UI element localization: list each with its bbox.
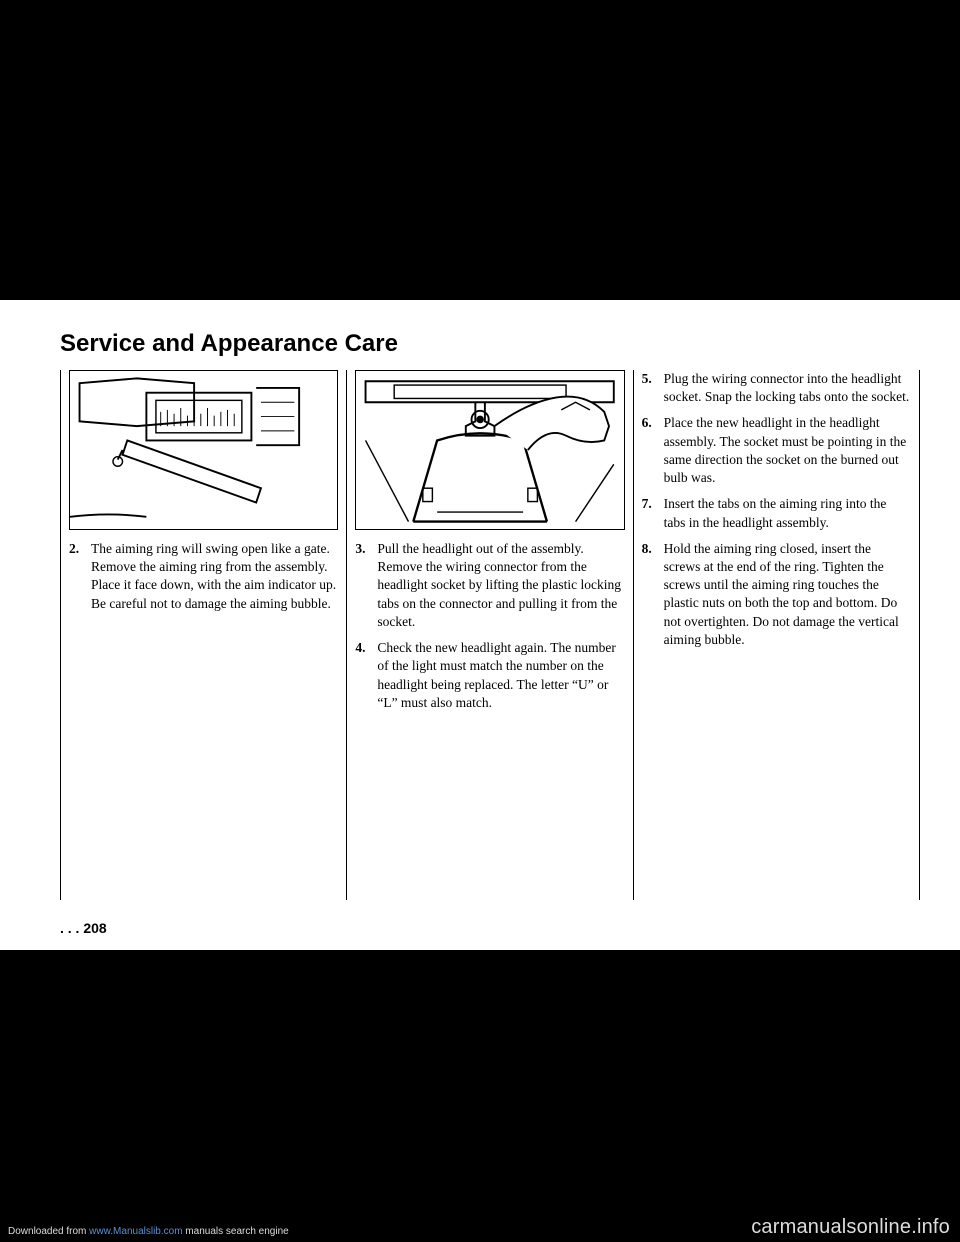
step-text: Check the new headlight again. The numbe… (377, 639, 624, 712)
step-6: 6. Place the new headlight in the headli… (642, 414, 911, 487)
step-7: 7. Insert the tabs on the aiming ring in… (642, 495, 911, 531)
step-5: 5. Plug the wiring connector into the he… (642, 370, 911, 406)
step-text: Plug the wiring connector into the headl… (664, 370, 911, 406)
step-number: 2. (69, 540, 91, 613)
step-text: The aiming ring will swing open like a g… (91, 540, 338, 613)
page-title: Service and Appearance Care (60, 330, 920, 358)
step-number: 6. (642, 414, 664, 487)
manual-page: Service and Appearance Care (0, 300, 960, 950)
step-3: 3. Pull the headlight out of the assembl… (355, 540, 624, 631)
step-number: 3. (355, 540, 377, 631)
step-number: 5. (642, 370, 664, 406)
bottom-bar: Downloaded from www.Manualslib.com manua… (0, 1214, 960, 1242)
download-suffix: manuals search engine (183, 1226, 289, 1237)
step-number: 7. (642, 495, 664, 531)
step-number: 4. (355, 639, 377, 712)
column-3: 5. Plug the wiring connector into the he… (633, 370, 920, 900)
download-prefix: Downloaded from (8, 1226, 89, 1237)
step-8: 8. Hold the aiming ring closed, insert t… (642, 540, 911, 649)
download-source: Downloaded from www.Manualslib.com manua… (8, 1226, 289, 1237)
column-2: 3. Pull the headlight out of the assembl… (346, 370, 632, 900)
step-number: 8. (642, 540, 664, 649)
step-4: 4. Check the new headlight again. The nu… (355, 639, 624, 712)
illustration-headlight-removal (355, 370, 624, 530)
download-link[interactable]: www.Manualslib.com (89, 1226, 182, 1237)
step-2: 2. The aiming ring will swing open like … (69, 540, 338, 613)
column-1: 2. The aiming ring will swing open like … (60, 370, 346, 900)
step-text: Hold the aiming ring closed, insert the … (664, 540, 911, 649)
illustration-aiming-ring (69, 370, 338, 530)
step-text: Pull the headlight out of the assembly. … (377, 540, 624, 631)
content-columns: 2. The aiming ring will swing open like … (60, 370, 920, 900)
page-number: . . . 208 (60, 920, 107, 936)
step-text: Insert the tabs on the aiming ring into … (664, 495, 911, 531)
watermark: carmanualsonline.info (751, 1216, 950, 1239)
step-text: Place the new headlight in the headlight… (664, 414, 911, 487)
